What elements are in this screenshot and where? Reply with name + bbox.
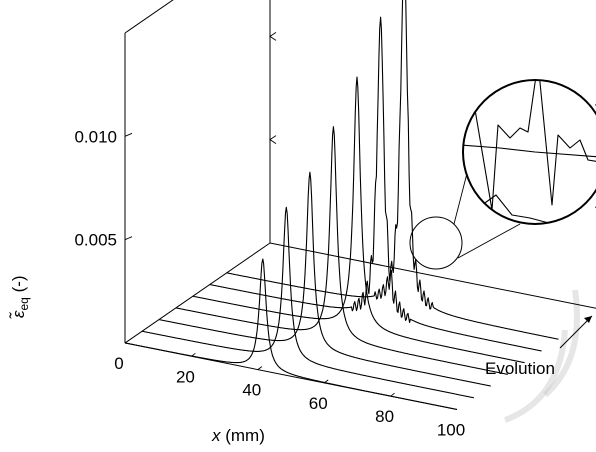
x-tick-label: 100 [437,421,465,440]
series-line [192,76,525,364]
zoom-circle-border [462,79,596,225]
zoom-baseline [463,144,596,158]
z-tick-mark [124,236,133,241]
x-tick-label: 20 [176,367,195,386]
z-tick-mark [269,135,277,145]
depth-arrow-head [584,316,592,323]
zoom-lower-curve [474,194,596,224]
z-tick-label: 0.005 [74,231,117,250]
zoom-content [463,80,596,224]
series-line [158,171,491,387]
frame-edge [124,242,271,344]
depth-axis-label: Evolution [485,359,555,378]
zoom-spikes [469,80,596,211]
x-tick-label: 40 [242,381,261,400]
series-line [124,258,458,410]
zoom-source-circle [409,216,463,270]
series-line [175,126,508,375]
z-tick-mark [269,31,277,41]
z-tick-mark [124,132,133,137]
zoom-inset [409,79,596,270]
series-line [141,206,475,399]
y-axis-label: ε̃eq (-) [8,275,31,319]
x-axis-ticks: 0 20 40 60 80 100 [114,352,465,440]
frame-edge [124,0,174,34]
x-tick-mark [257,366,263,370]
z-tick-label: 0.010 [74,127,117,146]
x-tick-label: 0 [114,354,123,373]
series-line [226,0,559,340]
z-axis-ticks: 0.005 0.010 [74,31,277,250]
depth-arrow-line [559,315,593,349]
x-tick-label: 80 [375,407,394,426]
frame-edge [269,242,596,309]
series-line [209,16,542,352]
x-tick-label: 60 [309,394,328,413]
zoom-connector [457,223,521,259]
x-axis-label: x (mm) [211,426,265,445]
series-curves [124,0,559,410]
